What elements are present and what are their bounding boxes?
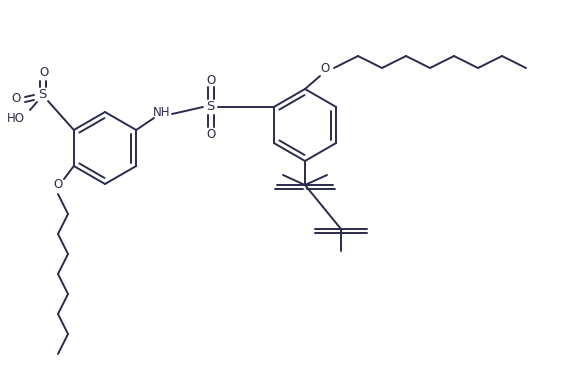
Text: O: O bbox=[53, 179, 63, 191]
Text: O: O bbox=[40, 67, 49, 79]
Text: S: S bbox=[38, 89, 46, 101]
Text: O: O bbox=[320, 61, 329, 75]
Text: S: S bbox=[206, 101, 214, 113]
Text: O: O bbox=[11, 93, 21, 105]
Text: HO: HO bbox=[7, 112, 25, 126]
Text: NH: NH bbox=[153, 105, 170, 119]
Text: O: O bbox=[207, 127, 216, 141]
Text: O: O bbox=[207, 74, 216, 86]
